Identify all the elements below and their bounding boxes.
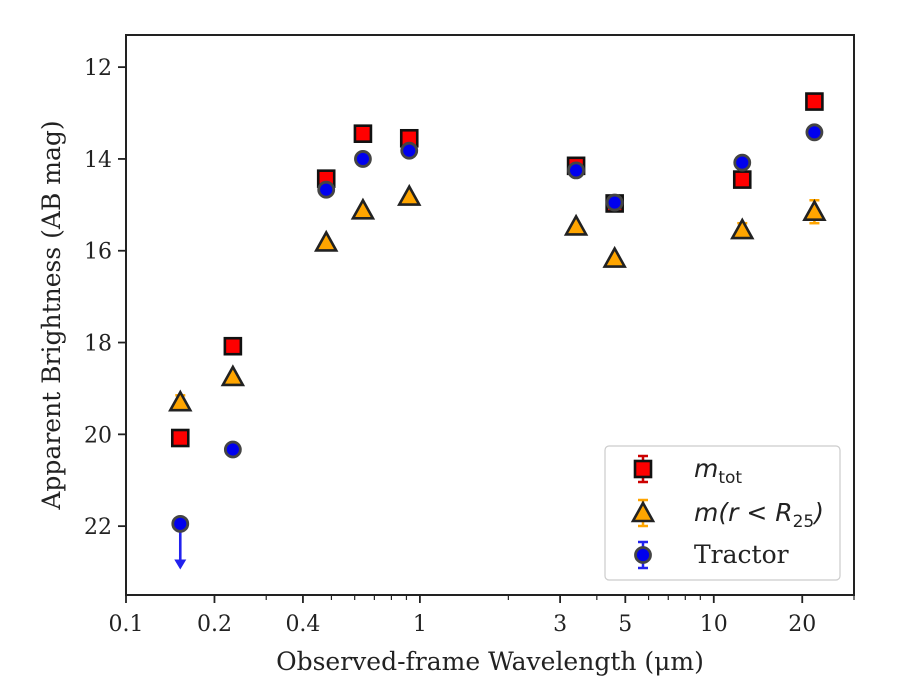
y-tick-label: 12 bbox=[84, 56, 112, 81]
legend-label-base: m bbox=[694, 454, 718, 483]
legend-label: Tractor bbox=[694, 540, 789, 569]
legend-marker-square bbox=[633, 459, 653, 479]
data-point-triangle bbox=[602, 245, 627, 268]
axes: 0.1 0.2 0.4 1 3 5 10 20 12 14 16 18 20 22 bbox=[84, 56, 855, 637]
data-point-square bbox=[732, 170, 752, 189]
legend-label: m(r < R25) bbox=[694, 498, 824, 532]
x-tick-label: 10 bbox=[700, 612, 728, 637]
y-tick-label: 22 bbox=[84, 515, 112, 540]
y-tick-label: 14 bbox=[84, 148, 112, 173]
data-point-circle bbox=[567, 161, 585, 180]
y-tick-label: 20 bbox=[84, 423, 112, 448]
data-point-triangle bbox=[314, 229, 339, 252]
y-tick-label: 18 bbox=[84, 332, 112, 357]
data-point-circle bbox=[733, 153, 752, 172]
data-point-triangle bbox=[168, 389, 193, 412]
legend-label-subscript: 25 bbox=[793, 512, 815, 532]
legend-marker-triangle bbox=[630, 500, 656, 523]
x-tick-label: 1 bbox=[413, 612, 427, 637]
legend-label: mtot bbox=[694, 454, 742, 488]
data-point-circle bbox=[171, 514, 190, 533]
legend-label-subscript: tot bbox=[718, 468, 742, 488]
y-axis-label: Apparent Brightness (AB mag) bbox=[37, 120, 66, 510]
data-point-triangle bbox=[563, 213, 589, 236]
data-point-square bbox=[805, 92, 824, 111]
data-point-circle bbox=[605, 193, 624, 212]
data-point-square bbox=[170, 428, 190, 448]
x-tick-label: 0.1 bbox=[109, 612, 144, 637]
plot-frame bbox=[125, 34, 855, 596]
legend-label-tail: ) bbox=[812, 498, 824, 527]
y-tick-label: 16 bbox=[84, 240, 112, 265]
data-point-square bbox=[223, 336, 243, 356]
x-tick-label: 20 bbox=[788, 612, 816, 637]
data-point-triangle bbox=[397, 183, 422, 206]
series-triangle-group bbox=[168, 183, 827, 412]
data-point-triangle bbox=[220, 364, 246, 387]
data-point-triangle bbox=[730, 217, 755, 240]
data-point-circle bbox=[805, 123, 824, 142]
x-tick-label: 0.2 bbox=[197, 612, 232, 637]
upper-limit-arrow-head bbox=[174, 559, 187, 570]
legend-label-base: m(r < R bbox=[694, 498, 793, 527]
data-marks bbox=[168, 92, 827, 570]
data-point-circle bbox=[223, 440, 242, 459]
x-tick-label: 0.4 bbox=[285, 612, 320, 637]
data-point-circle bbox=[317, 180, 336, 199]
legend-marker-circle bbox=[634, 546, 652, 564]
legend-label-base: Tractor bbox=[694, 540, 789, 569]
data-point-triangle bbox=[350, 197, 376, 220]
x-axis-label: Observed-frame Wavelength (μm) bbox=[276, 647, 704, 676]
data-point-square bbox=[353, 124, 373, 143]
x-tick-label: 3 bbox=[553, 612, 567, 637]
legend: mtot m(r < R25) Tractor bbox=[604, 445, 841, 581]
data-point-circle bbox=[354, 150, 372, 168]
legend-box bbox=[604, 445, 841, 581]
data-point-circle bbox=[400, 141, 419, 160]
x-tick-label: 5 bbox=[618, 612, 632, 637]
series-circle-group bbox=[171, 123, 824, 570]
data-point-triangle bbox=[802, 199, 827, 222]
